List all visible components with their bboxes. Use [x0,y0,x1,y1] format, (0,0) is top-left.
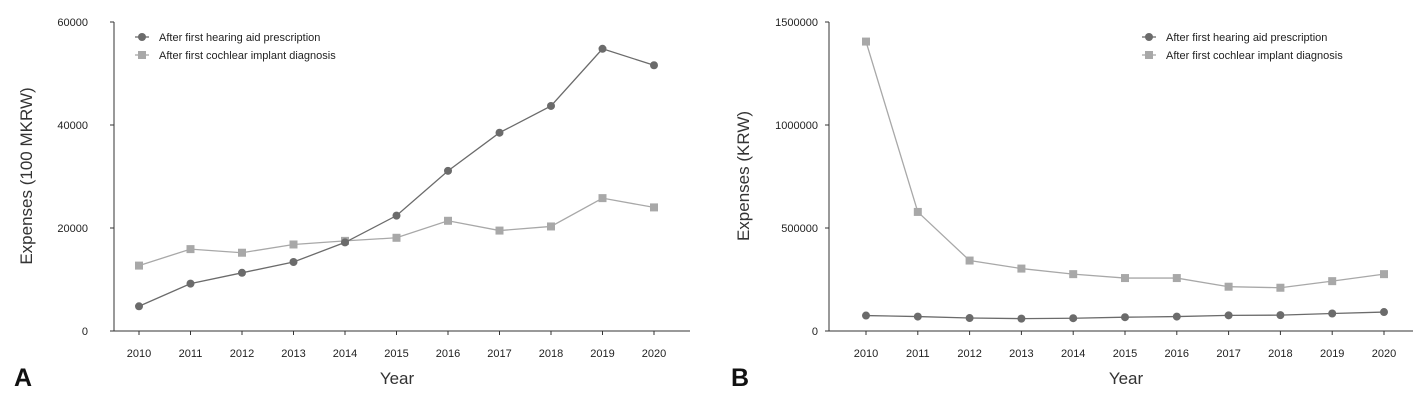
panel-a-series-2-point [650,203,658,212]
panel-b-series-2-point [1069,270,1078,279]
panel-a-series-2-point [547,222,555,231]
panel-a-series-2-point [598,194,607,203]
panel-b-series-1-point [1017,314,1026,323]
panel-b-series-line-2 [865,41,1385,289]
panel-a-x-tick-label: 2015 [384,348,408,360]
panel-a-series-1-point [598,44,607,53]
panel-b-legend-marker-1 [1145,33,1153,41]
panel-a-x-axis-title: Year [380,369,415,388]
panel-a-series-2-point [392,233,401,242]
panel-a-series-line-1 [138,48,655,307]
panel-b-x-tick-label: 2013 [1009,348,1033,360]
panel-b-series-1-point [913,312,922,321]
panel-b-series-2-point [1328,277,1337,286]
panel-b-x-tick-label: 2010 [854,348,878,360]
panel-b-series-2-point [1224,282,1233,291]
panel-a-series-1-point [135,302,143,311]
panel-a-series-1-point [495,128,504,137]
panel-a-series-2-point [444,216,452,225]
panel-a-series-1-point [186,279,195,288]
panel-b-series-2-point [1380,270,1388,279]
panel-a-series-2-point [238,248,246,257]
panel-b-x-tick-label: 2011 [906,348,930,360]
panel-a-x-tick-label: 2012 [230,348,254,360]
panel-b-series-1-point [1328,309,1337,318]
panel-a-y-tick-label: 60000 [57,17,88,29]
panel-b-series-1-point [1121,313,1129,322]
panel-b-x-tick-label: 2018 [1268,348,1292,360]
panel-b-series-2-point [862,37,870,46]
panel-b-x-tick-label: 2012 [957,348,981,360]
panel-b-x-tick-label: 2016 [1165,348,1189,360]
panel-b-chart: Year Expenses (KRW) B 0 500000 1000000 1500… [731,17,1413,392]
panel-b-series-1-point [1069,314,1078,323]
panel-b-series-1-point [1276,311,1285,320]
panel-b-series-2-point [1017,264,1026,273]
panel-a-series-1-point [341,238,349,247]
panel-a-legend-label-1: After first hearing aid prescription [159,32,320,44]
panel-a-y-tick-label: 20000 [57,223,88,235]
panel-b-series-2-point [913,207,922,216]
panel-b-series-1-point [862,311,870,320]
panel-a-x-tick-label: 2020 [642,348,666,360]
panel-b-y-tick-label: 0 [812,326,818,338]
panel-a-series-1-point [392,211,401,220]
panel-b-legend-marker-2 [1145,51,1153,59]
panel-a-series-2-point [495,226,504,235]
panel-a-series-1-point [650,61,658,70]
panel-b-x-axis-title: Year [1109,369,1144,388]
panel-b-y-tick-label: 500000 [781,223,818,235]
panel-a-x-tick-label: 2011 [179,348,203,360]
panel-b-x-tick-label: 2020 [1372,348,1396,360]
panel-a-series-1-point [547,101,555,110]
panel-a-y-axis-title: Expenses (100 MKRW) [17,87,36,264]
panel-b-x-tick-label: 2014 [1061,348,1085,360]
panel-a-series-line-2 [138,197,655,267]
panel-b-series-2-point [1276,283,1285,292]
panel-b-series-2-point [1172,274,1181,283]
panel-b-x-tick-label: 2015 [1113,348,1137,360]
panel-b-series-2-point [965,256,974,265]
panel-a-x-tick-label: 2010 [127,348,151,360]
panel-a-legend-label-2: After first cochlear implant diagnosis [159,50,336,62]
panel-a-series-1-point [289,257,298,266]
panel-a-x-tick-label: 2016 [436,348,460,360]
panel-a-y-tick-label: 40000 [57,120,88,132]
panel-b-x-tick-label: 2017 [1216,348,1240,360]
panel-a-label: A [14,364,32,392]
panel-b-label: B [731,364,749,392]
panel-a-series-2-point [289,240,298,249]
panel-a-legend-marker-1 [138,33,146,41]
panel-a-series-2-point [186,245,195,254]
panel-b-x-tick-label: 2019 [1320,348,1344,360]
panel-a-series-1-point [238,268,246,277]
panel-a-x-tick-label: 2013 [281,348,305,360]
panel-b-legend-label-1: After first hearing aid prescription [1166,32,1327,44]
panel-a-x-tick-label: 2019 [590,348,614,360]
panel-a-legend-marker-2 [138,51,146,59]
panel-a-x-tick-label: 2018 [539,348,563,360]
panel-a-x-tick-label: 2017 [487,348,511,360]
panel-a-y-tick-label: 0 [82,326,88,338]
panel-a-series-1-point [444,166,452,175]
panel-b-series-2-point [1121,274,1129,283]
panel-a-series-2-point [135,261,143,270]
panel-b-y-axis-title: Expenses (KRW) [734,111,753,241]
panel-b-series-1-point [1380,308,1388,317]
panel-b-y-tick-label: 1500000 [775,17,818,29]
panel-b-y-tick-label: 1000000 [775,120,818,132]
panel-b-series-1-point [965,314,974,323]
panel-a-chart: Year Expenses (100 MKRW) A 0 20000 40000 60… [14,17,690,392]
panel-a-x-tick-label: 2014 [333,348,357,360]
panel-b-series-1-point [1224,311,1233,320]
panel-b-series-1-point [1172,312,1181,321]
panel-b-legend-label-2: After first cochlear implant diagnosis [1166,50,1343,62]
